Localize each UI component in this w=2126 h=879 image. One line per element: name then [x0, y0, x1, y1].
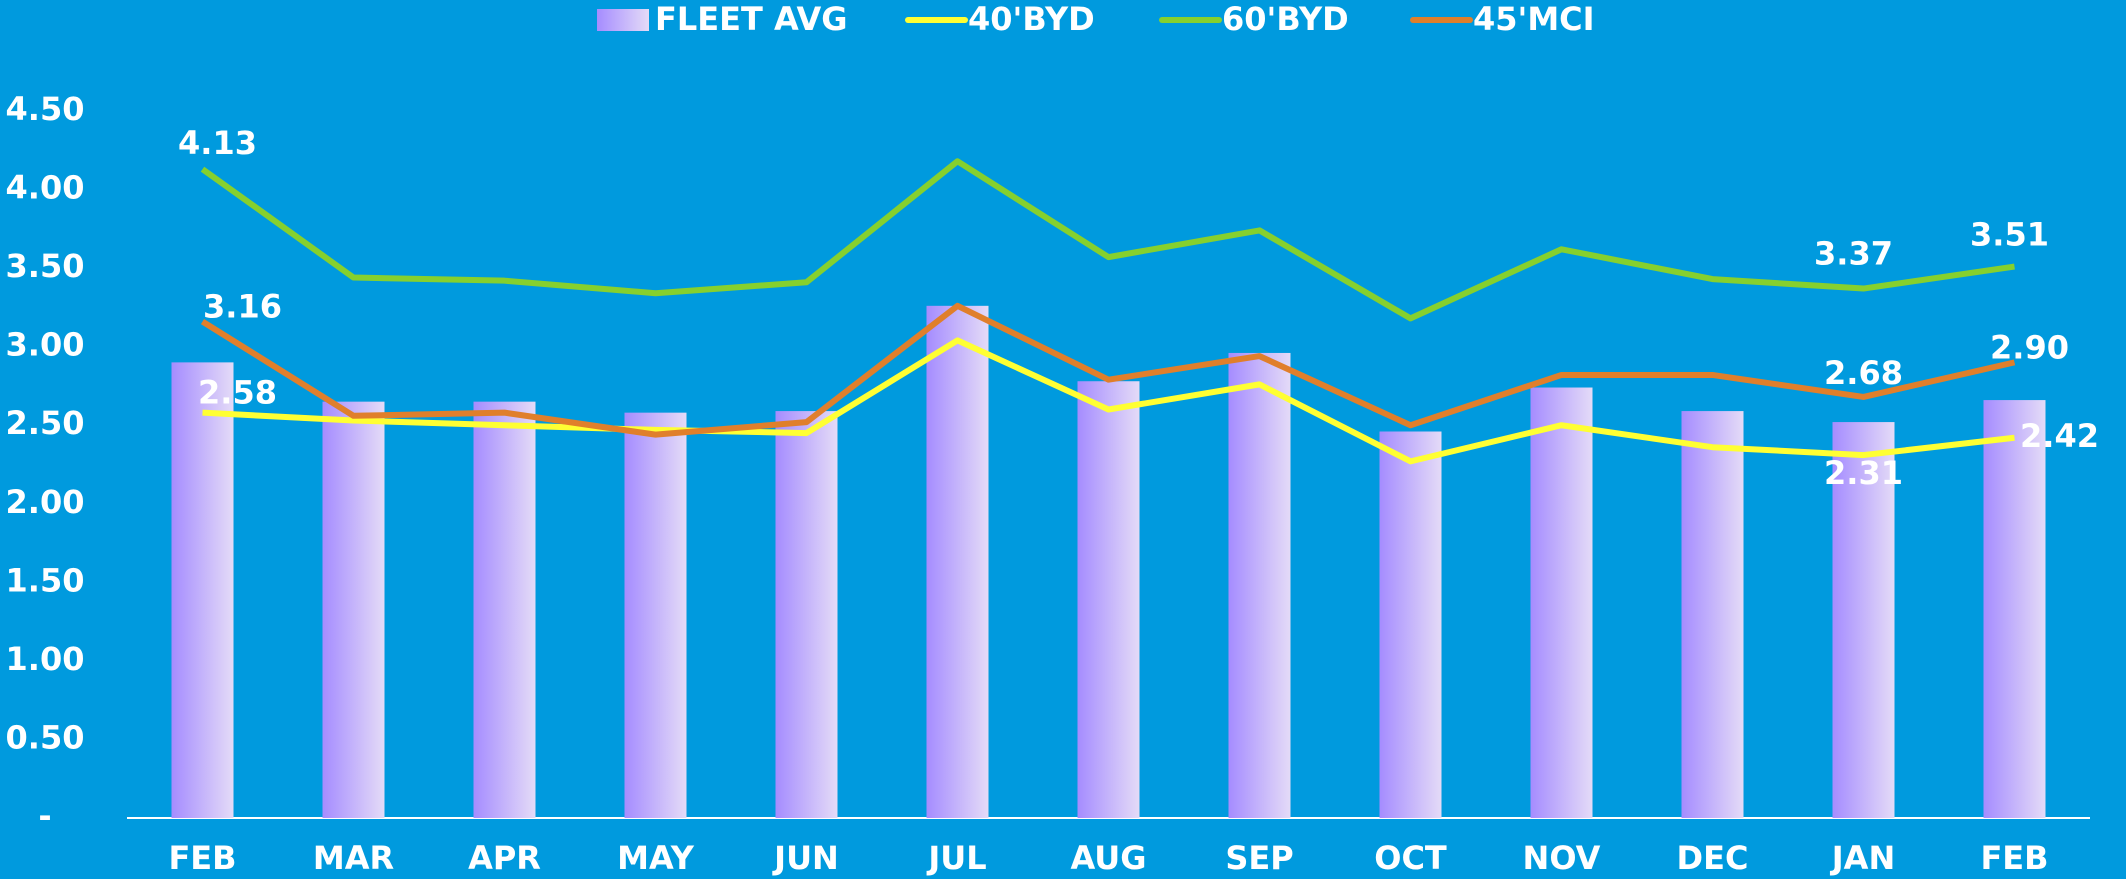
- y-tick-label: 2.50: [6, 404, 85, 442]
- legend-label: 60'BYD: [1222, 0, 1349, 38]
- y-tick-label: 2.00: [6, 483, 85, 521]
- data-label: 3.51: [1970, 216, 2049, 254]
- x-tick-label: FEB: [1980, 839, 2048, 877]
- y-tick-label: 0.50: [6, 718, 85, 756]
- x-tick-label: SEP: [1225, 839, 1293, 877]
- x-tick-label: MAY: [617, 839, 695, 877]
- bar: [775, 411, 838, 818]
- legend-swatch: [597, 9, 649, 31]
- bar: [473, 401, 536, 818]
- bar: [171, 362, 234, 818]
- x-tick-label: JUL: [926, 839, 986, 877]
- line: [200, 158, 2015, 322]
- bar: [926, 305, 989, 819]
- x-tick-label: JUN: [772, 839, 839, 877]
- data-label: 3.16: [203, 288, 282, 326]
- y-tick-label: 3.00: [6, 326, 85, 364]
- x-tick-label: JAN: [1830, 839, 1895, 877]
- x-tick-label: NOV: [1523, 839, 1601, 877]
- bar: [624, 412, 687, 818]
- y-tick-label: 4.00: [6, 169, 85, 207]
- x-tick-label: AUG: [1070, 839, 1146, 877]
- x-tick-label: APR: [468, 839, 541, 877]
- y-tick-label: 4.50: [6, 90, 85, 128]
- bar: [1681, 411, 1744, 818]
- data-label: 4.13: [178, 124, 257, 162]
- bar: [1832, 422, 1895, 818]
- y-tick-label: 1.00: [6, 640, 85, 678]
- bar: [1077, 381, 1140, 818]
- y-tick-label: -: [38, 797, 51, 835]
- bar: [322, 401, 385, 818]
- y-tick-label: 3.50: [6, 247, 85, 285]
- legend-label: 40'BYD: [968, 0, 1095, 38]
- legend-label: 45'MCI: [1473, 0, 1595, 38]
- line: [202, 337, 2015, 465]
- bar: [1530, 387, 1593, 818]
- x-tick-label: FEB: [168, 839, 236, 877]
- data-label: 2.58: [198, 374, 277, 412]
- data-label: 3.37: [1814, 235, 1893, 273]
- data-label: 2.31: [1824, 454, 1903, 492]
- data-label: 2.68: [1824, 354, 1903, 392]
- x-tick-label: MAR: [313, 839, 394, 877]
- bar: [1228, 352, 1291, 818]
- line: [200, 302, 2016, 438]
- data-label: 2.90: [1990, 328, 2069, 366]
- legend-label: FLEET AVG: [655, 0, 848, 38]
- x-tick-label: OCT: [1374, 839, 1447, 877]
- data-label: 2.42: [2020, 417, 2099, 455]
- y-tick-label: 1.50: [6, 561, 85, 599]
- bar: [1379, 431, 1442, 818]
- bar: [1983, 400, 2046, 818]
- x-tick-label: DEC: [1677, 839, 1749, 877]
